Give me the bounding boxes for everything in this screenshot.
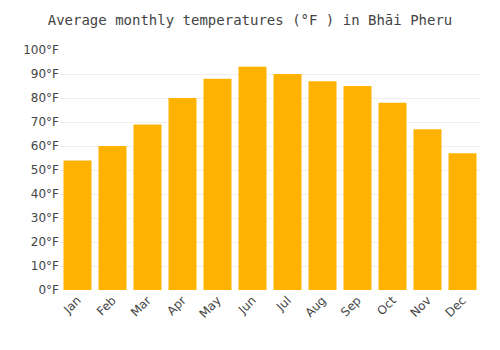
svg-text:Dec: Dec xyxy=(443,293,469,319)
svg-text:30°F: 30°F xyxy=(31,211,59,225)
svg-text:Sep: Sep xyxy=(338,293,364,319)
svg-text:40°F: 40°F xyxy=(31,187,59,201)
svg-text:May: May xyxy=(196,293,223,320)
svg-text:70°F: 70°F xyxy=(31,115,59,129)
svg-text:Aug: Aug xyxy=(302,293,328,319)
svg-text:Feb: Feb xyxy=(94,293,119,318)
svg-text:Mar: Mar xyxy=(128,293,154,319)
svg-text:Nov: Nov xyxy=(407,293,433,319)
svg-text:Jul: Jul xyxy=(273,293,294,314)
svg-text:Apr: Apr xyxy=(164,293,189,318)
svg-text:Average monthly temperatures (: Average monthly temperatures (°F ) in Bh… xyxy=(48,12,453,28)
svg-text:Oct: Oct xyxy=(374,293,399,318)
svg-text:10°F: 10°F xyxy=(31,259,59,273)
svg-text:80°F: 80°F xyxy=(31,91,59,105)
svg-text:20°F: 20°F xyxy=(31,235,59,249)
svg-text:50°F: 50°F xyxy=(31,163,59,177)
svg-text:90°F: 90°F xyxy=(31,67,59,81)
svg-text:Jan: Jan xyxy=(60,293,84,317)
svg-text:Jun: Jun xyxy=(235,293,259,317)
svg-text:60°F: 60°F xyxy=(31,139,59,153)
svg-text:0°F: 0°F xyxy=(38,283,59,297)
svg-text:100°F: 100°F xyxy=(23,43,59,57)
